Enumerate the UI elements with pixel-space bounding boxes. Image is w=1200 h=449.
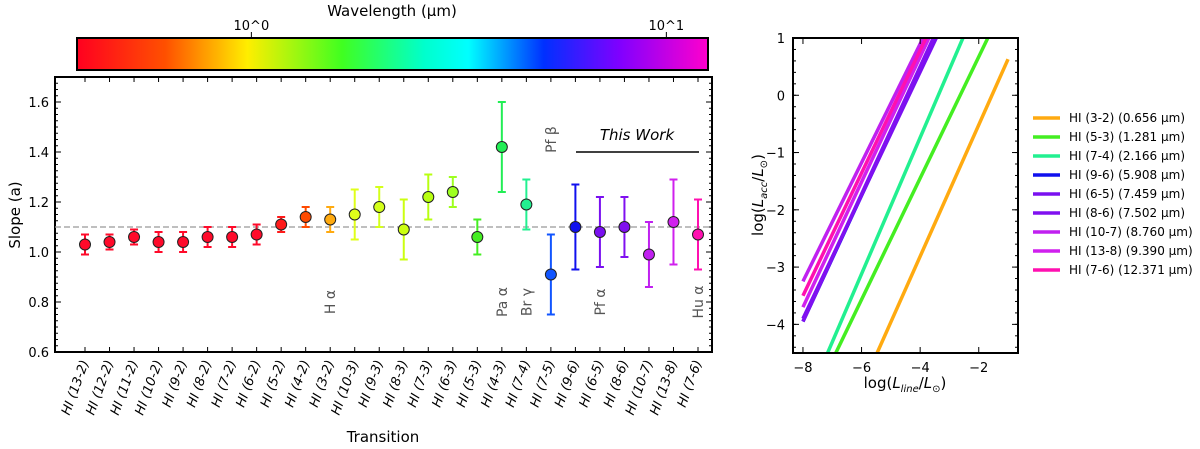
y-tick-label: 1.2 — [28, 196, 49, 211]
data-point — [79, 238, 91, 251]
data-point — [495, 141, 508, 153]
colorbar — [76, 37, 709, 71]
y-tick-label: 1.0 — [28, 246, 49, 261]
line-annotation: Pf α — [593, 288, 609, 315]
y-tick-label: −1 — [766, 147, 785, 162]
y-axis-label: log(Lacc/L⊙) — [749, 154, 770, 236]
y-tick-label: −3 — [766, 261, 785, 276]
x-axis-label: log(Lline/L⊙) — [864, 374, 947, 395]
line-annotation: Hu α — [691, 285, 707, 318]
data-point — [226, 231, 239, 243]
data-point — [692, 228, 704, 241]
colorbar-tick-label: 10^0 — [234, 19, 270, 34]
legend-label: HI (7-4) (2.166 µm) — [1069, 149, 1185, 163]
data-point — [471, 231, 484, 243]
series-line — [825, 38, 965, 353]
data-point — [446, 186, 459, 198]
y-tick-label: −2 — [766, 204, 785, 219]
data-point — [422, 191, 435, 203]
y-tick-label: 0.6 — [28, 346, 49, 361]
data-point — [397, 223, 410, 236]
y-tick-label: 1.4 — [28, 146, 49, 161]
x-tick-label: −6 — [852, 361, 871, 376]
y-axis-label: Slope (a) — [6, 181, 24, 248]
data-point — [544, 268, 557, 281]
y-tick-label: 0 — [777, 89, 785, 104]
data-point — [667, 216, 680, 228]
x-axis-label: Transition — [346, 428, 420, 446]
line-annotation: H α — [323, 290, 339, 314]
x-tick-label: −2 — [969, 361, 988, 376]
data-point — [569, 221, 582, 233]
group-label: This Work — [600, 126, 676, 144]
data-point — [201, 231, 214, 243]
data-point — [348, 208, 361, 221]
series-line — [801, 38, 925, 283]
y-tick-label: 0.8 — [28, 296, 49, 311]
line-annotation: Pf β — [544, 126, 560, 153]
y-tick-label: 1.6 — [28, 96, 49, 111]
legend-label: HI (7-6) (12.371 µm) — [1069, 263, 1193, 277]
data-point — [324, 213, 337, 226]
data-point — [275, 218, 288, 231]
series-line — [801, 38, 935, 323]
legend-label: HI (13-8) (9.390 µm) — [1069, 244, 1193, 258]
data-point — [520, 198, 533, 211]
legend-label: HI (9-6) (5.908 µm) — [1069, 168, 1185, 182]
luminosity-chart: HI (3-2) (0.656 µm) HI (5-3) (1.281 µm) HI… — [749, 32, 1193, 395]
colorbar-label: Wavelength (µm) — [327, 2, 457, 20]
data-point — [299, 211, 312, 223]
line-annotation: Br γ — [519, 288, 535, 316]
y-tick-label: 1 — [777, 32, 785, 47]
data-point — [128, 231, 141, 243]
series-line — [834, 38, 990, 353]
data-point — [373, 201, 386, 213]
line-annotation: Pa α — [495, 287, 511, 317]
legend-label: HI (6-5) (7.459 µm) — [1069, 187, 1185, 201]
legend-label: HI (5-3) (1.281 µm) — [1069, 130, 1185, 144]
data-point — [152, 236, 165, 248]
series-line — [801, 38, 928, 297]
data-point — [593, 226, 606, 238]
plot-frame — [792, 37, 1019, 354]
x-tick-label: −8 — [793, 361, 812, 376]
data-point — [103, 236, 116, 248]
x-tick-label: −4 — [911, 361, 930, 376]
legend-label: HI (8-6) (7.502 µm) — [1069, 206, 1185, 220]
data-point — [177, 236, 190, 248]
series-line — [801, 38, 931, 308]
slope-chart: Wavelength (µm) 10^0 10^1 0.6 0.8 1.0 1.2 1.4 1.… — [6, 2, 713, 446]
plot-frame — [54, 76, 713, 353]
data-point — [618, 221, 631, 233]
y-tick-label: −4 — [766, 318, 785, 333]
series-line — [875, 58, 1010, 353]
legend-label: HI (10-7) (8.760 µm) — [1069, 225, 1193, 239]
series-lines — [801, 38, 1010, 353]
data-point — [250, 228, 263, 241]
colorbar-tick-label: 10^1 — [648, 19, 684, 34]
data-point — [642, 248, 655, 261]
legend-label: HI (3-2) (0.656 µm) — [1069, 111, 1185, 125]
